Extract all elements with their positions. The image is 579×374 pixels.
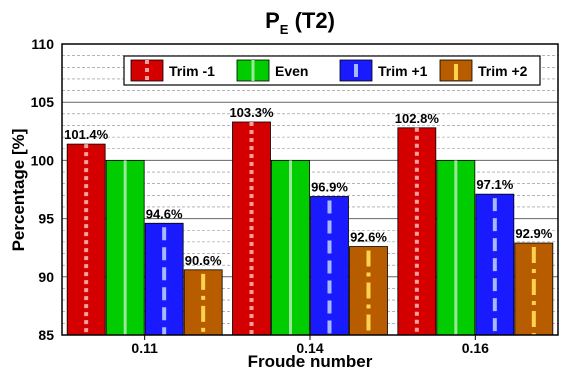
legend: Trim -1 Even Trim +1 Trim +2 [123, 55, 541, 86]
x-tick-label: 0.11 [131, 340, 158, 356]
data-label: 90.6% [185, 253, 222, 268]
chart-title-main: P [265, 8, 280, 33]
x-axis-label: Froude number [248, 352, 373, 371]
legend-label: Even [275, 63, 308, 79]
chart-title: PE (T2) [265, 8, 335, 37]
bar [349, 246, 388, 336]
legend-label: Trim +2 [478, 63, 528, 79]
bar [66, 143, 106, 336]
data-label: 102.8% [395, 111, 440, 126]
legend-item: Trim +1 [339, 59, 428, 82]
bar [514, 242, 554, 336]
legend-item: Trim -1 [130, 59, 215, 82]
legend-item: Even [236, 59, 308, 82]
bar [183, 269, 223, 336]
data-labels: 101.4% 94.6% 90.6% 103.3% 96.9% 92.6% 102.8% 97… [64, 105, 553, 268]
bars [66, 121, 554, 336]
chart-title-rest: (T2) [288, 8, 334, 33]
data-label: 92.6% [350, 230, 387, 245]
bar-body [66, 143, 106, 336]
bar [232, 121, 271, 336]
legend-label: Trim -1 [169, 63, 215, 79]
x-tick-label: 0.14 [296, 340, 323, 356]
bar [310, 196, 349, 336]
chart-title-subscript: E [280, 22, 289, 37]
data-label: 101.4% [64, 127, 109, 142]
y-tick-label: 90 [38, 269, 54, 285]
y-tick-label: 105 [31, 94, 55, 110]
bar [144, 222, 184, 336]
bar [105, 159, 145, 336]
data-label: 97.1% [476, 177, 513, 192]
data-label: 103.3% [229, 105, 274, 120]
y-axis-label: Percentage [%] [9, 129, 28, 252]
data-label: 94.6% [146, 206, 183, 221]
legend-item: Trim +2 [439, 59, 528, 82]
y-tick-label: 85 [38, 327, 54, 343]
y-tick-label: 110 [31, 36, 54, 52]
plot-frame [61, 43, 559, 336]
legend-label: Trim +1 [378, 63, 428, 79]
data-label: 96.9% [311, 179, 348, 194]
data-label: 92.9% [515, 226, 552, 241]
bar [397, 127, 437, 336]
x-tick-label: 0.16 [462, 340, 489, 356]
axis-ticks: 85 90 95 100 105 110 0.11 0.14 0.16 [31, 36, 490, 356]
bar [475, 193, 515, 336]
bar [271, 159, 310, 336]
bar [436, 159, 476, 336]
y-tick-label: 100 [31, 152, 55, 168]
y-tick-label: 95 [38, 211, 54, 227]
